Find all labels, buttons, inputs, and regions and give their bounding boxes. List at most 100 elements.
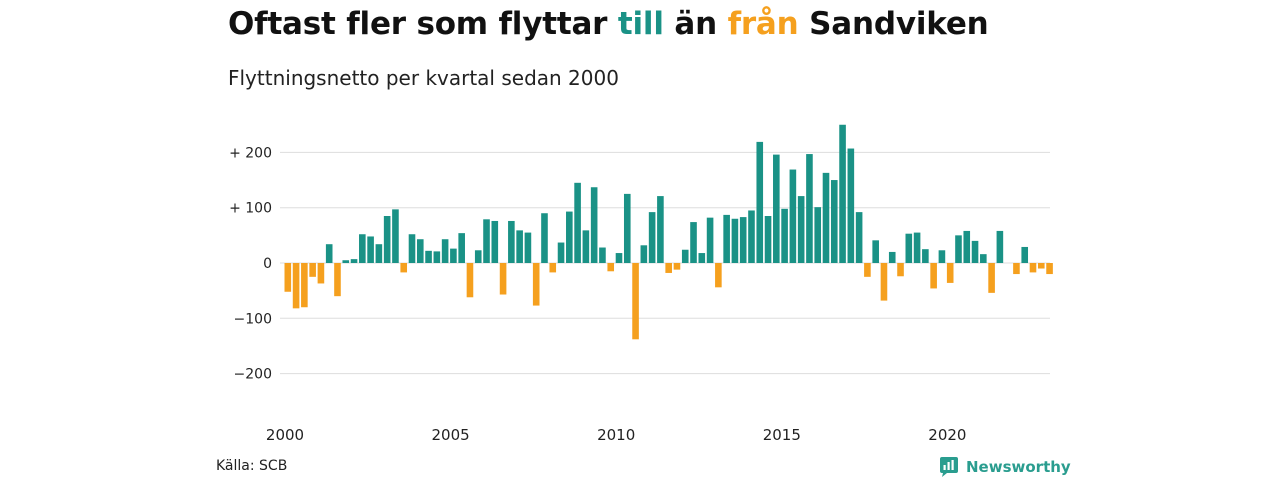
brand-logo[interactable]: Newsworthy: [938, 456, 1071, 478]
bars: [284, 124, 1053, 340]
bar: [657, 196, 664, 263]
bar: [1046, 263, 1053, 275]
bar: [839, 124, 846, 263]
bar: [483, 219, 490, 263]
bar: [359, 234, 366, 263]
bar: [872, 240, 879, 263]
bar: [731, 218, 739, 263]
bar: [590, 187, 598, 263]
bar: [706, 217, 714, 263]
bar: [433, 251, 441, 263]
gridlines: [280, 151, 1050, 375]
x-tick-label: 2020: [928, 426, 966, 444]
bar: [392, 209, 399, 263]
bar: [946, 263, 954, 283]
bar: [690, 222, 697, 263]
bar: [317, 263, 325, 284]
bar: [334, 263, 341, 297]
bar: [466, 263, 474, 298]
y-tick-label: + 200: [229, 145, 272, 161]
bar: [905, 233, 913, 263]
bar: [756, 141, 764, 263]
x-tick-label: 2000: [266, 426, 304, 444]
bar: [549, 263, 557, 273]
bar: [599, 247, 606, 263]
title-part-5: Sandviken: [798, 6, 989, 42]
bar: [516, 230, 523, 263]
bar: [922, 249, 929, 264]
x-tick-label: 2015: [763, 426, 801, 444]
bar: [532, 263, 540, 306]
title-fran: från: [727, 6, 799, 42]
bar: [864, 263, 871, 277]
bar: [1013, 263, 1020, 275]
bar: [458, 233, 465, 263]
bar: [930, 263, 937, 289]
bar: [980, 254, 987, 263]
bar: [648, 212, 656, 263]
x-tick-label: 2005: [432, 426, 470, 444]
bar: [342, 260, 350, 264]
bar: [325, 244, 333, 263]
bar: [715, 263, 722, 288]
bar: [880, 263, 888, 301]
bar: [665, 263, 672, 273]
bar: [450, 248, 457, 263]
bar: [640, 245, 648, 263]
bar: [607, 263, 615, 272]
brand-name: Newsworthy: [966, 458, 1071, 476]
chart-subtitle: Flyttningsnetto per kvartal sedan 2000: [228, 66, 619, 90]
source-note: Källa: SCB: [216, 458, 288, 474]
bar: [309, 263, 316, 277]
bar: [789, 169, 797, 263]
bar: [996, 230, 1004, 263]
bar: [897, 263, 904, 277]
x-axis-ticks: 2000 2005 2010 2015 2020: [266, 426, 967, 444]
bar: [855, 212, 863, 263]
y-axis-ticks: + 200 + 100 0 −100 −200: [229, 145, 272, 382]
bar: [408, 234, 416, 263]
bar: [847, 148, 855, 263]
x-tick-label: 2010: [597, 426, 635, 444]
y-tick-label: −100: [234, 311, 272, 327]
bar: [632, 263, 639, 340]
bar: [541, 213, 548, 263]
bar: [499, 263, 507, 295]
bar: [400, 263, 408, 273]
bar: [350, 259, 358, 263]
bar: [888, 251, 896, 263]
bar: [797, 196, 805, 263]
bar: [524, 232, 532, 264]
y-tick-label: + 100: [229, 201, 272, 217]
bar: [822, 172, 830, 263]
y-tick-label: 0: [263, 256, 272, 272]
title-part-3: än: [663, 6, 728, 42]
bar: [566, 211, 573, 263]
bar: [955, 235, 962, 263]
bar: [971, 240, 979, 263]
bar: [723, 214, 730, 263]
bar: [582, 230, 590, 263]
title-till: till: [617, 6, 664, 42]
bar: [367, 236, 374, 263]
bar: [938, 250, 946, 263]
bar: [441, 239, 449, 263]
bar: [383, 216, 391, 264]
bar: [988, 263, 995, 293]
bar: [623, 193, 631, 264]
bar: [781, 208, 788, 263]
bar: [764, 216, 772, 264]
bar: [698, 253, 706, 263]
bar: [301, 263, 308, 308]
chart-title: Oftast fler som flyttar till än från San…: [228, 6, 989, 42]
bar: [574, 182, 581, 263]
bar: [913, 232, 921, 264]
bar: [773, 154, 780, 263]
title-part-1: Oftast fler som flyttar: [228, 6, 618, 42]
bar: [814, 207, 822, 263]
bar: [739, 217, 747, 263]
bar: [375, 244, 383, 263]
bar: [963, 230, 971, 263]
bar: [284, 263, 292, 292]
